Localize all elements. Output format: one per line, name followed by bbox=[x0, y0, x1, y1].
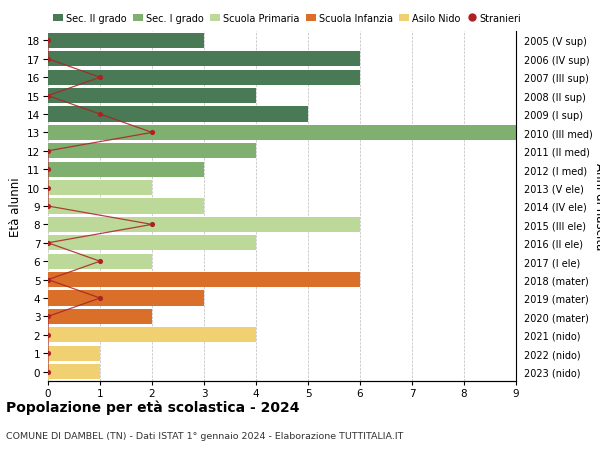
Point bbox=[43, 331, 53, 339]
Bar bbox=[48, 144, 256, 159]
Point bbox=[43, 276, 53, 284]
Point bbox=[95, 295, 105, 302]
Point bbox=[43, 313, 53, 320]
Bar bbox=[48, 199, 204, 214]
Point bbox=[43, 350, 53, 357]
Point bbox=[95, 74, 105, 82]
Point bbox=[43, 203, 53, 210]
Y-axis label: Anni di nascita: Anni di nascita bbox=[593, 163, 600, 250]
Bar bbox=[48, 107, 308, 122]
Bar bbox=[48, 346, 100, 361]
Bar bbox=[48, 254, 152, 269]
Bar bbox=[48, 218, 360, 232]
Y-axis label: Età alunni: Età alunni bbox=[8, 177, 22, 236]
Legend: Sec. II grado, Sec. I grado, Scuola Primaria, Scuola Infanzia, Asilo Nido, Stran: Sec. II grado, Sec. I grado, Scuola Prim… bbox=[53, 14, 521, 24]
Bar bbox=[48, 328, 256, 342]
Bar bbox=[48, 89, 256, 104]
Bar bbox=[48, 364, 100, 379]
Point bbox=[43, 38, 53, 45]
Point bbox=[43, 56, 53, 63]
Bar bbox=[48, 181, 152, 196]
Point bbox=[43, 368, 53, 375]
Text: COMUNE DI DAMBEL (TN) - Dati ISTAT 1° gennaio 2024 - Elaborazione TUTTITALIA.IT: COMUNE DI DAMBEL (TN) - Dati ISTAT 1° ge… bbox=[6, 431, 403, 441]
Point bbox=[43, 148, 53, 155]
Bar bbox=[48, 34, 204, 49]
Point bbox=[147, 129, 157, 137]
Point bbox=[43, 240, 53, 247]
Point bbox=[147, 221, 157, 229]
Bar bbox=[48, 126, 516, 140]
Point bbox=[43, 93, 53, 100]
Bar bbox=[48, 273, 360, 287]
Bar bbox=[48, 52, 360, 67]
Bar bbox=[48, 236, 256, 251]
Bar bbox=[48, 309, 152, 324]
Point bbox=[95, 111, 105, 118]
Bar bbox=[48, 71, 360, 85]
Bar bbox=[48, 291, 204, 306]
Text: Popolazione per età scolastica - 2024: Popolazione per età scolastica - 2024 bbox=[6, 399, 299, 414]
Point bbox=[43, 166, 53, 174]
Bar bbox=[48, 162, 204, 177]
Point bbox=[43, 185, 53, 192]
Point bbox=[95, 258, 105, 265]
